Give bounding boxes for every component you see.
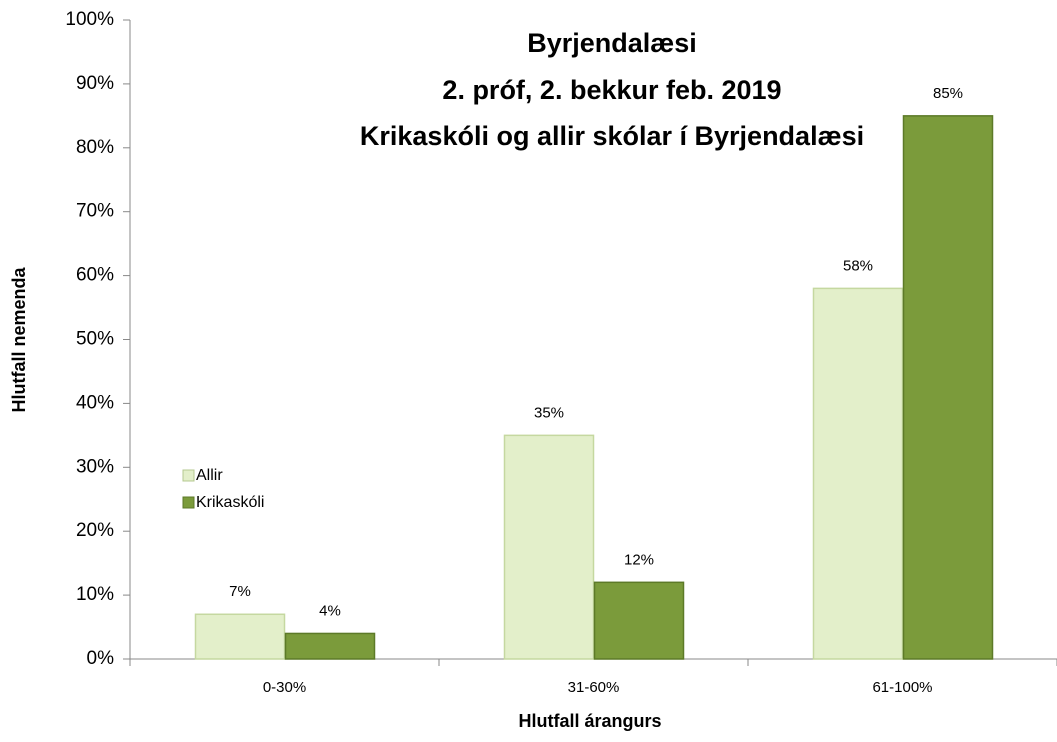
y-tick-label: 50% (76, 329, 114, 350)
chart-title: 2. próf, 2. bekkur feb. 2019 (442, 75, 781, 105)
data-label: 35% (534, 404, 564, 421)
y-tick-label: 30% (76, 456, 114, 477)
legend-label: Krikaskóli (196, 494, 264, 511)
legend-swatch (182, 496, 195, 509)
y-tick-label: 10% (76, 584, 114, 605)
y-tick-label: 90% (76, 73, 114, 94)
x-tick-label: 61-100% (872, 679, 932, 696)
data-label: 58% (843, 257, 873, 274)
bar (812, 287, 904, 660)
chart-title: Byrjendalæsi (527, 28, 697, 58)
y-tick-label: 80% (76, 137, 114, 158)
y-tick-label: 70% (76, 201, 114, 222)
bar (902, 115, 994, 660)
bar (503, 434, 595, 660)
x-tick-label: 0-30% (263, 679, 306, 696)
data-label: 85% (933, 85, 963, 102)
y-tick-label: 0% (87, 648, 115, 669)
data-label: 7% (229, 583, 251, 600)
bar (194, 613, 286, 660)
y-tick-label: 40% (76, 392, 114, 413)
data-label: 4% (319, 602, 341, 619)
y-tick-label: 20% (76, 520, 114, 541)
bar (593, 581, 685, 660)
x-tick-label: 31-60% (568, 679, 620, 696)
bar (284, 632, 376, 660)
legend-swatch (182, 469, 195, 482)
x-axis-label: Hlutfall árangurs (518, 711, 661, 731)
y-axis-label: Hlutfall nemenda (9, 267, 29, 413)
chart-title: Krikaskóli og allir skólar í Byrjendalæs… (360, 121, 864, 151)
legend-label: Allir (196, 467, 223, 484)
y-tick-label: 60% (76, 265, 114, 286)
data-label: 12% (624, 551, 654, 568)
y-tick-label: 100% (65, 9, 114, 30)
